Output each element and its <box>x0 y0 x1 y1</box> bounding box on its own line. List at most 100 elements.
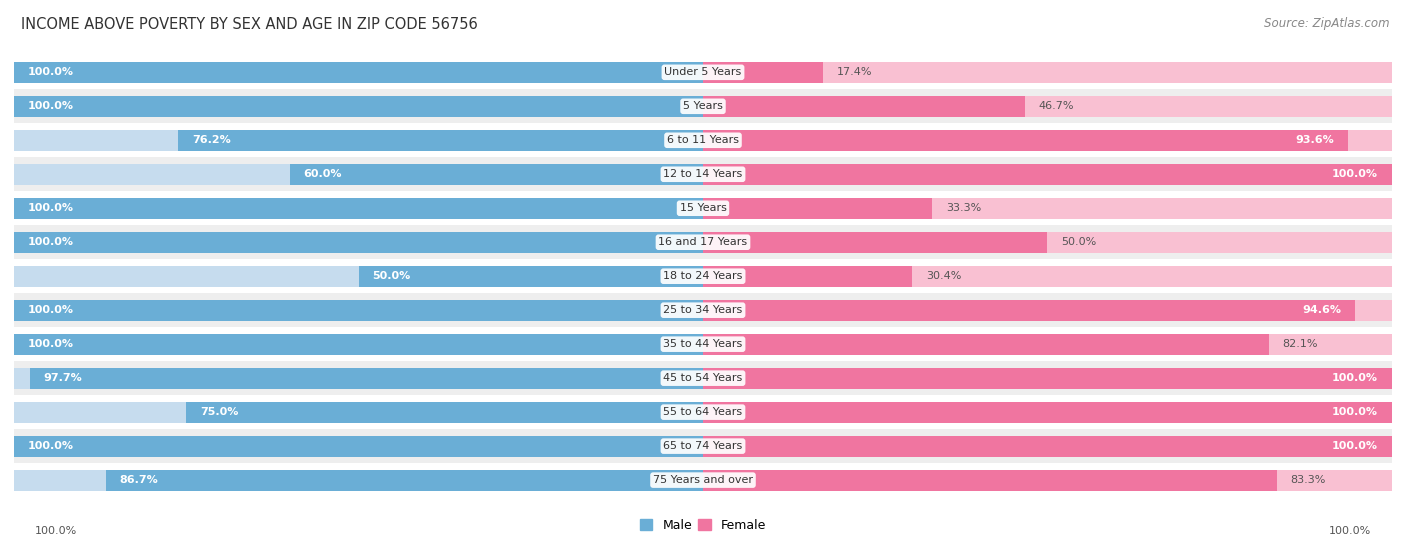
Bar <box>703 163 1392 185</box>
Bar <box>14 463 1392 497</box>
Bar <box>14 232 703 253</box>
Text: 100.0%: 100.0% <box>35 526 77 536</box>
Bar <box>14 232 703 253</box>
Bar <box>14 163 703 185</box>
Bar <box>14 334 703 355</box>
Text: 94.6%: 94.6% <box>1302 305 1341 315</box>
Text: 100.0%: 100.0% <box>1331 407 1378 417</box>
Bar <box>703 436 1392 456</box>
Text: 25 to 34 Years: 25 to 34 Years <box>664 305 742 315</box>
Text: 83.3%: 83.3% <box>1291 475 1326 485</box>
Bar <box>30 368 703 389</box>
Text: 76.2%: 76.2% <box>191 135 231 145</box>
Bar <box>186 402 703 422</box>
Text: 97.7%: 97.7% <box>44 373 83 383</box>
Bar <box>14 62 703 83</box>
Bar <box>703 130 1392 151</box>
Text: 100.0%: 100.0% <box>1331 441 1378 451</box>
Bar <box>14 259 1392 293</box>
Bar <box>703 198 1392 219</box>
Bar <box>14 96 703 117</box>
Bar <box>703 470 1277 490</box>
Bar <box>703 266 912 287</box>
Bar <box>14 334 703 355</box>
Text: 100.0%: 100.0% <box>1329 526 1371 536</box>
Bar <box>14 266 703 287</box>
Text: 16 and 17 Years: 16 and 17 Years <box>658 237 748 247</box>
Bar <box>703 130 1348 151</box>
Text: INCOME ABOVE POVERTY BY SEX AND AGE IN ZIP CODE 56756: INCOME ABOVE POVERTY BY SEX AND AGE IN Z… <box>21 17 478 32</box>
Text: 100.0%: 100.0% <box>1331 373 1378 383</box>
Text: 93.6%: 93.6% <box>1295 135 1334 145</box>
Text: 55 to 64 Years: 55 to 64 Years <box>664 407 742 417</box>
Bar <box>14 191 1392 225</box>
Bar <box>14 130 703 151</box>
Bar <box>359 266 703 287</box>
Text: 45 to 54 Years: 45 to 54 Years <box>664 373 742 383</box>
Bar <box>14 361 1392 395</box>
Bar <box>14 123 1392 157</box>
Text: 100.0%: 100.0% <box>28 102 75 111</box>
Bar <box>14 300 703 321</box>
Bar <box>703 402 1392 422</box>
Bar <box>14 402 703 422</box>
Bar <box>14 96 703 117</box>
Bar <box>703 266 1392 287</box>
Text: 65 to 74 Years: 65 to 74 Years <box>664 441 742 451</box>
Bar <box>703 163 1392 185</box>
Bar <box>14 62 703 83</box>
Text: 82.1%: 82.1% <box>1282 339 1317 349</box>
Text: 33.3%: 33.3% <box>946 203 981 213</box>
Bar <box>14 198 703 219</box>
Bar <box>179 130 703 151</box>
Bar <box>703 232 1392 253</box>
Bar <box>703 300 1392 321</box>
Text: Under 5 Years: Under 5 Years <box>665 68 741 78</box>
Text: 86.7%: 86.7% <box>120 475 159 485</box>
Text: Source: ZipAtlas.com: Source: ZipAtlas.com <box>1264 17 1389 30</box>
Text: 15 Years: 15 Years <box>679 203 727 213</box>
Bar <box>290 163 703 185</box>
Bar <box>14 225 1392 259</box>
Bar <box>703 368 1392 389</box>
Text: 18 to 24 Years: 18 to 24 Years <box>664 271 742 281</box>
Bar <box>14 436 703 456</box>
Text: 75.0%: 75.0% <box>200 407 239 417</box>
Bar <box>703 96 1025 117</box>
Bar <box>14 429 1392 463</box>
Bar <box>703 96 1392 117</box>
Text: 100.0%: 100.0% <box>28 68 75 78</box>
Text: 100.0%: 100.0% <box>28 339 75 349</box>
Bar <box>14 300 703 321</box>
Bar <box>14 470 703 490</box>
Bar <box>703 334 1392 355</box>
Text: 17.4%: 17.4% <box>837 68 872 78</box>
Bar <box>703 300 1355 321</box>
Text: 100.0%: 100.0% <box>28 237 75 247</box>
Bar <box>14 55 1392 89</box>
Text: 50.0%: 50.0% <box>373 271 411 281</box>
Bar <box>703 402 1392 422</box>
Bar <box>14 368 703 389</box>
Bar <box>14 395 1392 429</box>
Text: 6 to 11 Years: 6 to 11 Years <box>666 135 740 145</box>
Legend: Male, Female: Male, Female <box>636 513 770 537</box>
Text: 100.0%: 100.0% <box>28 305 75 315</box>
Text: 46.7%: 46.7% <box>1039 102 1074 111</box>
Bar <box>703 198 932 219</box>
Text: 30.4%: 30.4% <box>927 271 962 281</box>
Text: 35 to 44 Years: 35 to 44 Years <box>664 339 742 349</box>
Text: 50.0%: 50.0% <box>1062 237 1097 247</box>
Text: 75 Years and over: 75 Years and over <box>652 475 754 485</box>
Text: 60.0%: 60.0% <box>304 169 342 179</box>
Bar <box>14 198 703 219</box>
Bar <box>703 62 1392 83</box>
Bar <box>703 368 1392 389</box>
Text: 5 Years: 5 Years <box>683 102 723 111</box>
Text: 100.0%: 100.0% <box>1331 169 1378 179</box>
Bar <box>14 293 1392 327</box>
Bar <box>703 470 1392 490</box>
Bar <box>105 470 703 490</box>
Bar <box>14 327 1392 361</box>
Text: 100.0%: 100.0% <box>28 441 75 451</box>
